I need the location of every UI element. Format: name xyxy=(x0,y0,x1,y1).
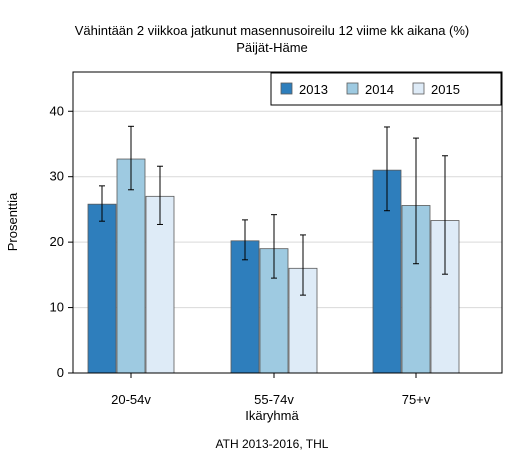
legend-label-2013: 2013 xyxy=(299,82,328,97)
chart-caption: ATH 2013-2016, THL xyxy=(216,437,329,451)
error-bars xyxy=(99,125,448,296)
legend-label-2015: 2015 xyxy=(431,82,460,97)
x-tick-label: 20-54v xyxy=(111,392,151,407)
bar-2014-20-54v xyxy=(116,158,146,374)
y-axis-label: Prosenttia xyxy=(5,192,20,251)
y-tick-label: 10 xyxy=(50,300,64,315)
plot-frame xyxy=(72,71,503,374)
chart-title: Vähintään 2 viikkoa jatkunut masennusoir… xyxy=(75,23,470,38)
legend: 2013 2014 2015 xyxy=(270,72,502,106)
y-tick-label: 20 xyxy=(50,234,64,249)
y-tick-label: 40 xyxy=(50,103,64,118)
legend-swatch-2015 xyxy=(412,82,425,95)
bar-2013-55-74v xyxy=(230,240,260,374)
x-axis-label: Ikäryhmä xyxy=(245,408,299,423)
legend-swatch-2013 xyxy=(280,82,293,95)
y-tick-labels: 0 10 20 30 40 xyxy=(50,103,64,380)
x-tick-label: 75+v xyxy=(402,392,431,407)
y-tick-label: 0 xyxy=(57,365,64,380)
legend-box xyxy=(270,72,502,106)
chart-subtitle: Päijät-Häme xyxy=(236,40,308,55)
axes xyxy=(68,71,503,378)
x-tick-labels: 20-54v 55-74v 75+v xyxy=(111,392,431,407)
y-tick-label: 30 xyxy=(50,169,64,184)
bar-2013-20-54v xyxy=(87,203,117,374)
legend-label-2014: 2014 xyxy=(365,82,394,97)
x-tick-label: 55-74v xyxy=(254,392,294,407)
legend-swatch-2014 xyxy=(346,82,359,95)
